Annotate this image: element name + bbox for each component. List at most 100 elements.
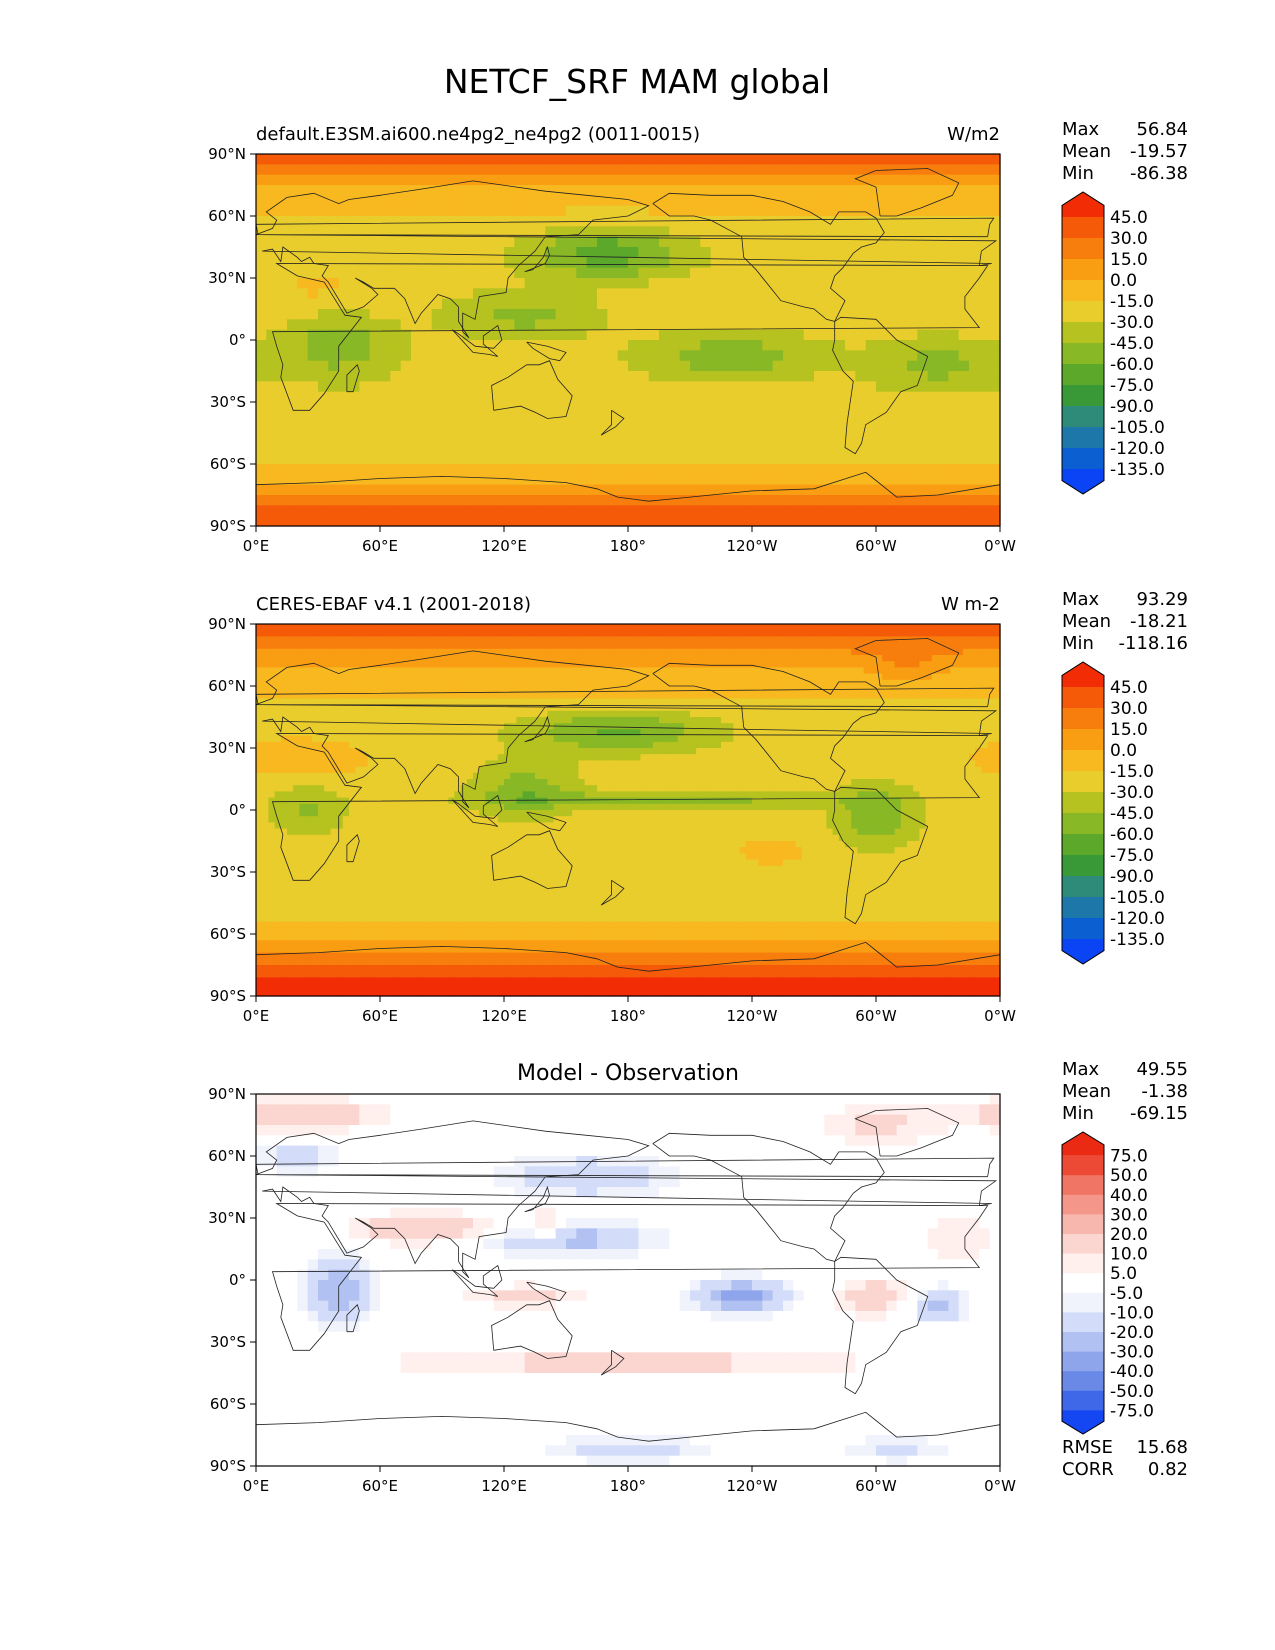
map-cell	[417, 655, 424, 662]
map-cell	[535, 692, 542, 699]
map-cell	[442, 391, 453, 403]
map-cell	[958, 319, 970, 331]
map-cell	[342, 704, 350, 712]
map-cell	[522, 692, 530, 699]
map-cell	[665, 710, 672, 718]
map-cell	[863, 636, 871, 644]
map-cell	[634, 636, 641, 644]
map-cell	[266, 298, 278, 310]
map-cell	[535, 648, 542, 656]
coastline	[600, 409, 625, 436]
map-cell	[369, 360, 381, 372]
map-cell	[882, 673, 889, 681]
map-cell	[330, 648, 338, 656]
map-cell	[638, 267, 650, 279]
map-cell	[741, 422, 753, 434]
map-cell	[876, 474, 887, 486]
map-cell	[559, 630, 567, 637]
map-cell	[617, 247, 629, 258]
map-cell	[646, 624, 654, 631]
map-cell	[741, 298, 753, 310]
stat-mean-label: Mean	[1062, 141, 1111, 162]
map-cell	[665, 636, 672, 644]
map-cell	[566, 710, 573, 718]
map-cell	[566, 205, 577, 217]
map-cell	[545, 381, 557, 393]
map-cell	[690, 422, 701, 434]
map-cell	[677, 723, 685, 730]
map-cell	[483, 319, 495, 331]
map-cell	[752, 723, 759, 730]
map-cell	[452, 195, 464, 207]
map-cell	[274, 667, 282, 675]
map-cell	[355, 692, 362, 699]
map-cell	[597, 729, 604, 737]
map-cell	[727, 698, 734, 706]
map-cell	[764, 717, 772, 724]
map-cell	[369, 267, 381, 279]
map-cell	[268, 735, 276, 743]
map-cell	[807, 667, 815, 675]
map-cell	[442, 309, 453, 320]
map-cell	[896, 474, 908, 486]
map-cell	[435, 642, 443, 650]
map-cell	[700, 381, 712, 393]
map-cell	[669, 309, 681, 320]
map-cell	[386, 661, 393, 668]
map-cell	[731, 309, 743, 320]
map-cell	[989, 267, 1001, 279]
map-cell	[807, 648, 815, 656]
map-cell	[907, 391, 918, 403]
map-cell	[262, 729, 269, 737]
map-cell	[617, 154, 629, 165]
map-cell	[328, 309, 340, 320]
map-cell	[423, 704, 431, 712]
map-cell	[917, 371, 929, 382]
map-cell	[764, 624, 772, 631]
map-cell	[646, 673, 654, 681]
map-cell	[950, 642, 958, 650]
map-cell	[359, 422, 371, 434]
map-cell	[359, 309, 371, 320]
map-cell	[483, 350, 495, 362]
map-cell	[597, 474, 608, 486]
map-cell	[435, 679, 443, 687]
map-cell	[400, 247, 412, 258]
map-cell	[741, 216, 753, 227]
map-cell	[522, 710, 530, 718]
map-cell	[504, 174, 515, 186]
map-cell	[869, 661, 877, 668]
map-cell	[462, 195, 474, 207]
map-cell	[956, 735, 964, 743]
map-cell	[460, 679, 468, 687]
map-cell	[851, 655, 858, 662]
map-cell	[987, 729, 995, 737]
map-cell	[566, 698, 573, 706]
map-cell	[442, 247, 453, 258]
map-cell	[369, 443, 381, 455]
map-cell	[820, 729, 827, 737]
map-cell	[690, 412, 701, 424]
map-cell	[869, 648, 877, 656]
map-cell	[411, 412, 422, 424]
map-cell	[615, 686, 623, 693]
map-cell	[907, 717, 914, 724]
map-cell	[925, 642, 933, 650]
map-cell	[845, 247, 856, 258]
map-cell	[318, 278, 329, 289]
map-cell	[584, 735, 592, 743]
map-cell	[969, 648, 976, 656]
map-cell	[417, 679, 424, 687]
map-cell	[452, 247, 464, 258]
map-cell	[628, 257, 639, 269]
map-cell	[545, 247, 557, 258]
map-cell	[535, 412, 546, 424]
map-cell	[795, 710, 803, 718]
x-tick-label: 180°	[610, 537, 646, 555]
map-cell	[576, 288, 588, 300]
map-cell	[826, 630, 834, 637]
map-cell	[814, 309, 825, 320]
map-cell	[801, 723, 809, 730]
map-cell	[485, 735, 493, 743]
map-cell	[710, 174, 722, 186]
